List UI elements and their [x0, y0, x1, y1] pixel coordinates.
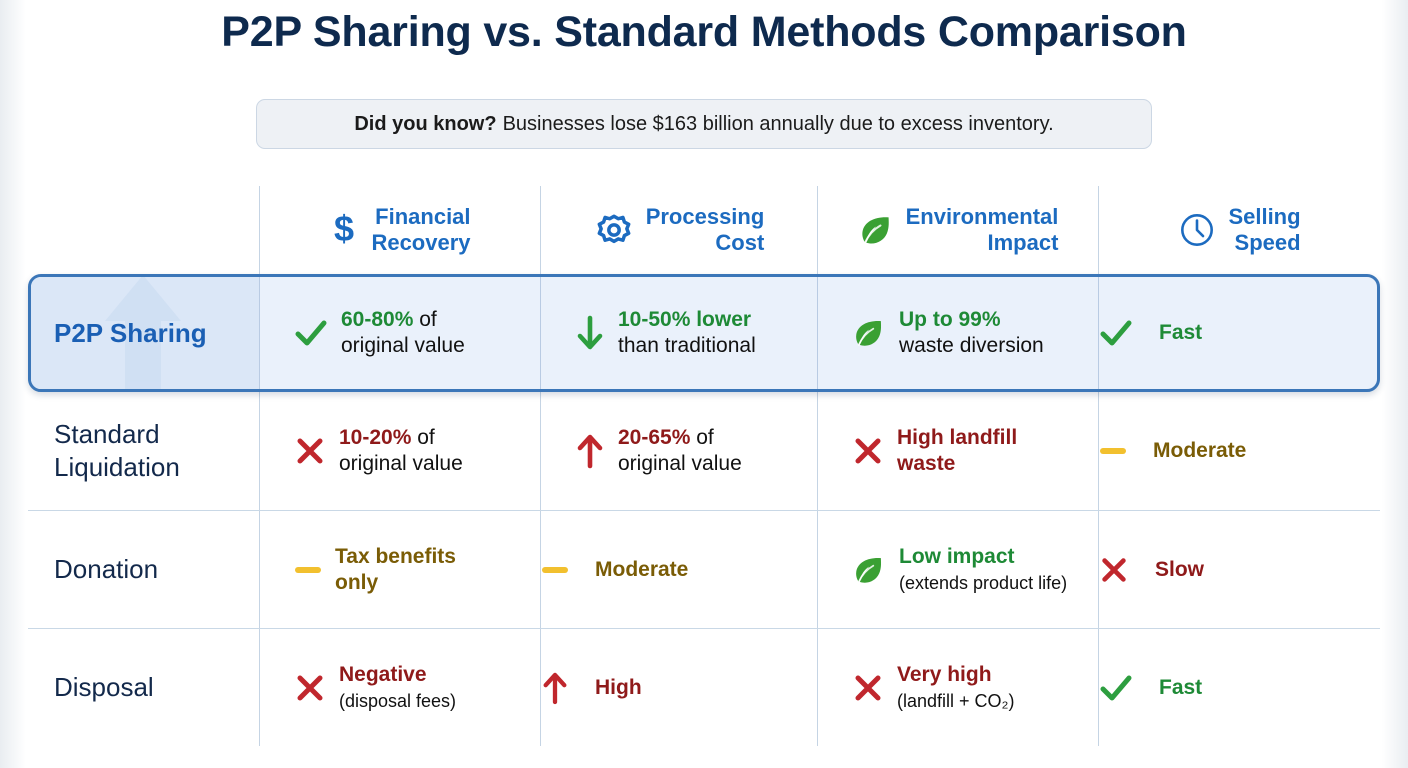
cell-second-text: waste diversion [899, 334, 1044, 357]
callout-text: Businesses lose $163 billion annually du… [502, 112, 1054, 135]
cell-second-text: original value [618, 452, 742, 475]
table-row-p2p-sharing-highlighted[interactable]: P2P Sharing 60-80% of original value [28, 274, 1380, 392]
cell-strong-text: 10-20% [339, 426, 412, 449]
row-label-cell: Disposal [28, 629, 259, 746]
clock-icon [1181, 214, 1214, 246]
cell-p2p-financial-recovery: 60-80% of original value [259, 277, 540, 389]
right-edge-shade [1382, 0, 1408, 768]
row-label: Disposal [54, 672, 154, 702]
cross-icon [855, 438, 881, 464]
cell-disposal-selling-speed: Fast [1098, 629, 1380, 746]
comparison-table: $ Financial Recovery Processing Cost [28, 186, 1380, 746]
row-label: Donation [54, 554, 159, 584]
column-header-label: Environmental Impact [905, 204, 1059, 255]
cell-strong-text: Up to 99% [899, 308, 1001, 331]
column-header-label: Financial Recovery [371, 204, 471, 255]
up-arrow-watermark-icon [105, 277, 181, 389]
dash-icon [295, 566, 321, 573]
table-row-donation: Donation Tax benefits only [28, 510, 1380, 628]
cell-p2p-processing-cost: 10-50% lower than traditional [540, 277, 817, 389]
cell-standard-environmental-impact: High landfill waste [817, 392, 1098, 510]
cell-strong-text: Low impact [899, 544, 1015, 568]
cell-donation-selling-speed: Slow [1098, 511, 1380, 628]
cell-donation-processing-cost: Moderate [540, 511, 817, 628]
page-title: P2P Sharing vs. Standard Methods Compari… [221, 8, 1187, 56]
cell-strong-text: 20-65% [618, 426, 691, 449]
dash-icon [1100, 448, 1126, 454]
dollar-icon: $ [334, 210, 354, 249]
check-icon [1100, 320, 1132, 346]
check-icon [295, 320, 327, 346]
cell-donation-environmental-impact: Low impact (extends product life) [817, 511, 1098, 628]
column-header-environmental-impact: Environmental Impact [817, 186, 1098, 274]
table-header-row: $ Financial Recovery Processing Cost [28, 186, 1380, 274]
row-label-cell: Donation [28, 511, 259, 628]
cell-note-text: (extends product life) [899, 572, 1068, 593]
cell-standard-processing-cost: 20-65% of original value [540, 392, 817, 510]
cell-second-text: than traditional [618, 334, 756, 357]
cell-plain-text: of [411, 426, 435, 449]
cell-standard-selling-speed: Moderate [1098, 392, 1380, 510]
cross-icon [1102, 557, 1126, 582]
cell-strong-text: 60-80% [341, 308, 414, 331]
did-you-know-callout: Did you know? Businesses lose $163 billi… [256, 99, 1152, 149]
column-header-selling-speed: Selling Speed [1098, 186, 1380, 274]
row-label: Standard Liquidation [54, 419, 180, 482]
cell-standard-financial-recovery: 10-20% of original value [259, 392, 540, 510]
column-header-financial-recovery: $ Financial Recovery [259, 186, 540, 274]
arrow-down-icon [577, 315, 603, 350]
leaf-icon [856, 320, 882, 346]
check-icon [1100, 675, 1132, 700]
cell-strong-text: High [595, 675, 642, 699]
column-header-label: Processing Cost [645, 204, 765, 255]
leaf-icon [861, 217, 889, 244]
svg-text:$: $ [334, 210, 354, 249]
table-row-disposal: Disposal Negative (disposal fees) [28, 628, 1380, 746]
cell-p2p-selling-speed: Fast [1098, 277, 1375, 389]
header-corner-cell [28, 186, 259, 274]
arrow-up-icon [577, 434, 603, 469]
column-header-processing-cost: Processing Cost [540, 186, 817, 274]
cell-plain-text: of [413, 308, 437, 331]
cell-strong-text: Tax benefits only [335, 544, 456, 594]
dash-icon [542, 566, 568, 573]
cell-strong-text: High landfill waste [897, 426, 1018, 475]
cell-note-text: (landfill + CO₂) [897, 690, 1015, 711]
cell-strong-text: 10-50% lower [618, 308, 752, 331]
cell-strong-text: Very high [897, 662, 992, 686]
gear-icon [597, 214, 631, 244]
cell-strong-text: Fast [1159, 675, 1203, 699]
cell-p2p-environmental-impact: Up to 99% waste diversion [817, 277, 1098, 389]
row-label-cell: P2P Sharing [31, 277, 259, 389]
cell-strong-text: Slow [1155, 557, 1205, 581]
cell-strong-text: Negative [339, 662, 427, 686]
cell-second-text: original value [339, 452, 463, 475]
left-edge-shade [0, 0, 26, 768]
cross-icon [297, 438, 323, 464]
cell-second-text: original value [341, 334, 465, 357]
cell-disposal-financial-recovery: Negative (disposal fees) [259, 629, 540, 746]
table-row-standard-liquidation: Standard Liquidation 10-20% of original … [28, 392, 1380, 510]
column-header-label: Selling Speed [1228, 204, 1301, 255]
cell-strong-text: Moderate [595, 557, 689, 581]
cell-disposal-processing-cost: High [540, 629, 817, 746]
arrow-up-icon [543, 672, 567, 704]
cell-disposal-environmental-impact: Very high (landfill + CO₂) [817, 629, 1098, 746]
cell-donation-financial-recovery: Tax benefits only [259, 511, 540, 628]
cell-note-text: (disposal fees) [339, 690, 457, 711]
cell-strong-text: Moderate [1153, 439, 1247, 462]
row-label: P2P Sharing [54, 317, 207, 348]
row-label-cell: Standard Liquidation [28, 392, 259, 510]
leaf-icon [856, 557, 882, 583]
cross-icon [855, 675, 881, 700]
cell-plain-text: of [690, 426, 714, 449]
cross-icon [297, 675, 323, 700]
callout-lead: Did you know? [354, 112, 497, 135]
cell-strong-text: Fast [1159, 321, 1203, 344]
